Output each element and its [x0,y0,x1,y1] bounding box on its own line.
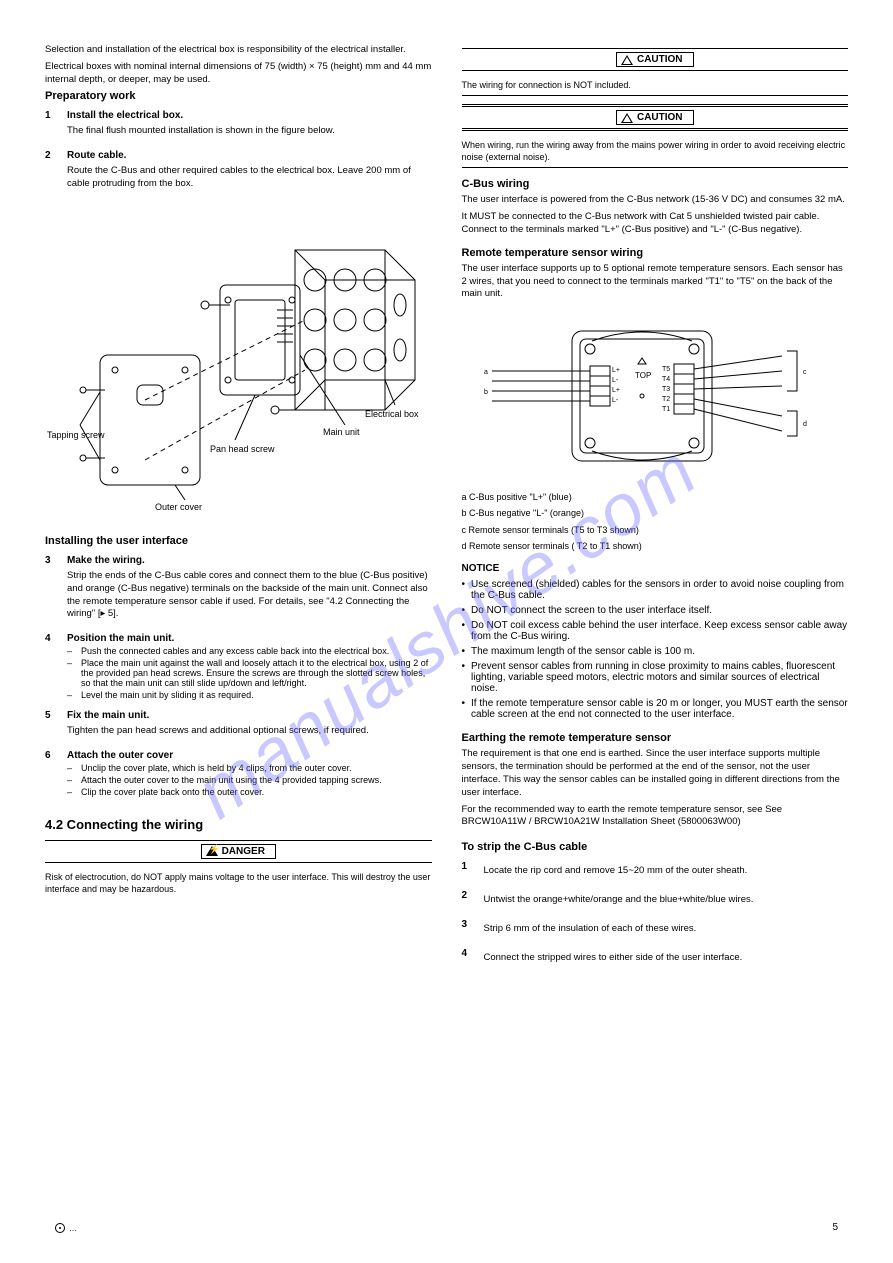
step-text: The final flush mounted installation is … [67,125,432,138]
svg-text:L-: L- [612,377,619,384]
para: Electrical boxes with nominal internal d… [45,61,432,87]
list-item: •Do NOT coil excess cable behind the use… [462,620,849,642]
svg-text:Pan head screw: Pan head screw [210,444,275,454]
footer-doc: … [55,1223,77,1233]
svg-text:d: d [803,421,807,428]
svg-text:c: c [803,369,807,376]
svg-text:L+: L+ [612,387,620,394]
caution-icon [621,55,633,65]
list-item: •If the remote temperature sensor cable … [462,698,849,720]
step: 3Strip 6 mm of the insulation of each of… [462,919,849,940]
svg-text:Main unit: Main unit [323,427,360,437]
step: 6 Attach the outer cover –Unclip the cov… [45,750,432,799]
svg-text:T5: T5 [662,366,670,373]
heading-earth: Earthing the remote temperature sensor [462,732,849,744]
list-item: •Use screened (shielded) cables for the … [462,579,849,601]
para: It MUST be connected to the C-Bus networ… [462,211,849,237]
legend: d Remote sensor terminals ( T2 to T1 sho… [462,540,849,552]
svg-text:T4: T4 [662,376,670,383]
right-column: CAUTION The wiring for connection is NOT… [462,40,849,976]
list-item: •Prevent sensor cables from running in c… [462,661,849,694]
danger-text: Risk of electrocution, do NOT apply main… [45,871,432,895]
caution-icon [621,113,633,123]
caution-bar-2: CAUTION [462,104,849,131]
step-title: Install the electrical box. [67,110,432,121]
step: 4Connect the stripped wires to either si… [462,948,849,969]
para: The requirement is that one end is earth… [462,748,849,799]
legend: a C-Bus positive "L+" (blue) [462,491,849,503]
svg-text:b: b [484,389,488,396]
svg-text:T2: T2 [662,396,670,403]
danger-bar: ⚡ DANGER [45,840,432,863]
section-connecting: 4.2 Connecting the wiring [45,817,432,832]
heading-remote: Remote temperature sensor wiring [462,247,849,259]
svg-text:Electrical box: Electrical box [365,409,419,419]
para: Selection and installation of the electr… [45,44,432,57]
step: 1Locate the rip cord and remove 15~20 mm… [462,861,849,882]
step: 2 Route cable. Route the C-Bus and other… [45,150,432,195]
step-text: Route the C-Bus and other required cable… [67,165,432,191]
warning-icon: ⚡ [206,846,218,856]
figure-wiring: L+ L- L+ L- T5 T4 T3 T2 T1 TOP a b c d [462,316,849,476]
svg-text:a: a [484,369,488,376]
svg-text:T3: T3 [662,386,670,393]
page-number: 5 [832,1222,838,1233]
left-column: Selection and installation of the electr… [45,40,432,976]
caution-bar-1: CAUTION [462,48,849,71]
step: 1 Install the electrical box. The final … [45,110,432,142]
list-item: •Do NOT connect the screen to the user i… [462,605,849,616]
heading-cbus: C-Bus wiring [462,178,849,190]
step-title: Route cable. [67,150,432,161]
step: 2Untwist the orange+white/orange and the… [462,890,849,911]
para: The user interface is powered from the C… [462,194,849,207]
heading-preparatory: Preparatory work [45,90,432,102]
heading-strip: To strip the C-Bus cable [462,841,849,853]
caution-label: CAUTION [637,54,683,65]
dot-icon [55,1223,65,1233]
svg-text:T1: T1 [662,406,670,413]
notice-label: NOTICE [462,562,849,576]
figure-exploded: Tapping screw Outer cover Pan head screw… [45,210,432,520]
legend: c Remote sensor terminals (T5 to T3 show… [462,524,849,536]
svg-text:Outer cover: Outer cover [155,502,202,512]
caution-text: The wiring for connection is NOT include… [462,79,849,91]
legend: b C-Bus negative "L-" (orange) [462,507,849,519]
svg-text:Tapping screw: Tapping screw [47,430,105,440]
step: 4 Position the main unit. –Push the conn… [45,633,432,702]
step-num: 2 [45,150,59,195]
step: 3 Make the wiring. Strip the ends of the… [45,555,432,625]
step: 5 Fix the main unit. Tighten the pan hea… [45,710,432,742]
caution-text: When wiring, run the wiring away from th… [462,139,849,163]
step-num: 1 [45,110,59,142]
svg-text:L-: L- [612,397,619,404]
caution-label: CAUTION [637,112,683,123]
svg-text:L+: L+ [612,367,620,374]
heading-install-ui: Installing the user interface [45,535,432,547]
svg-text:TOP: TOP [635,371,651,380]
list-item: •The maximum length of the sensor cable … [462,646,849,657]
danger-label: DANGER [222,846,265,857]
para: The user interface supports up to 5 opti… [462,263,849,301]
para: For the recommended way to earth the rem… [462,804,849,830]
